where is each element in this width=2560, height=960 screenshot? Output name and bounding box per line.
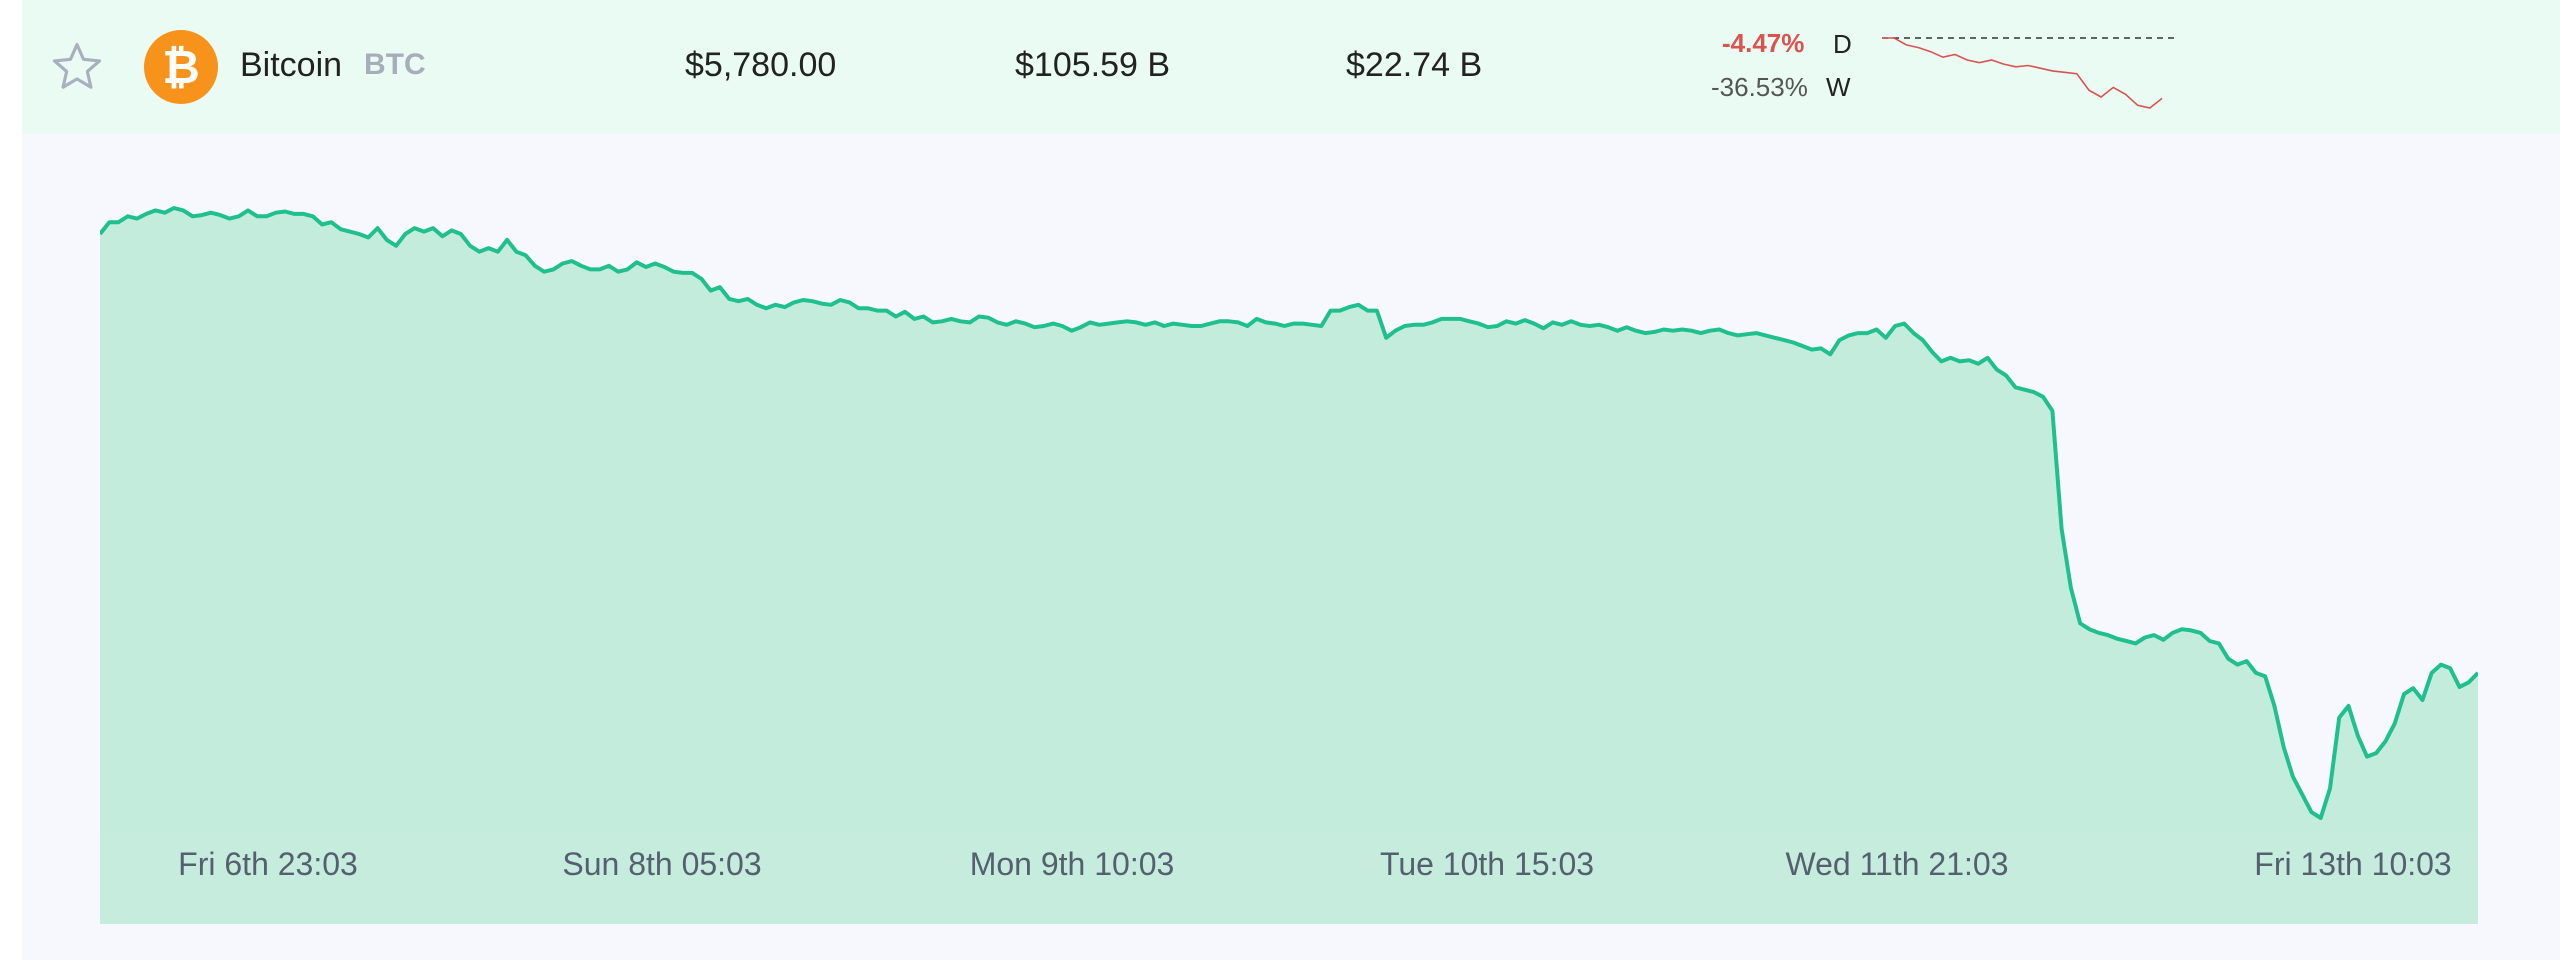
- price-chart-svg[interactable]: [100, 148, 2478, 924]
- price-line: [100, 206, 2478, 820]
- coin-price: $5,780.00: [685, 46, 837, 84]
- x-tick-label: Sun 8th 05:03: [562, 846, 762, 882]
- price-area: [100, 208, 2478, 924]
- period-day-label: D: [1833, 29, 1852, 59]
- left-margin: [0, 0, 22, 960]
- sparkline-line: [1882, 37, 2163, 109]
- x-tick-label: Fri 6th 23:03: [178, 846, 358, 882]
- coin-name[interactable]: Bitcoin: [240, 46, 343, 84]
- change-week: -36.53%: [1711, 72, 1808, 102]
- x-tick-label: Tue 10th 15:03: [1379, 846, 1595, 882]
- market-cap: $105.59 B: [1015, 46, 1171, 84]
- sparkline-chart: [1882, 37, 2178, 109]
- x-tick-label: Wed 11th 21:03: [1785, 846, 2009, 882]
- price-chart[interactable]: Fri 6th 23:03 Sun 8th 05:03 Mon 9th 10:03 T…: [100, 148, 2478, 924]
- coin-ticker: BTC: [364, 48, 426, 81]
- star-outline-icon[interactable]: [50, 40, 104, 94]
- x-axis: [100, 832, 2478, 924]
- change-day: -4.47%: [1722, 28, 1805, 58]
- x-tick-label: Mon 9th 10:03: [969, 846, 1175, 882]
- coin-row[interactable]: ₿ Bitcoin BTC $5,780.00 $105.59 B $22.74…: [22, 0, 2560, 134]
- bitcoin-icon: ₿: [144, 30, 218, 104]
- x-tick-label: Fri 13th 10:03: [2254, 846, 2452, 882]
- volume-24h: $22.74 B: [1346, 46, 1483, 84]
- period-week-label: W: [1826, 72, 1851, 102]
